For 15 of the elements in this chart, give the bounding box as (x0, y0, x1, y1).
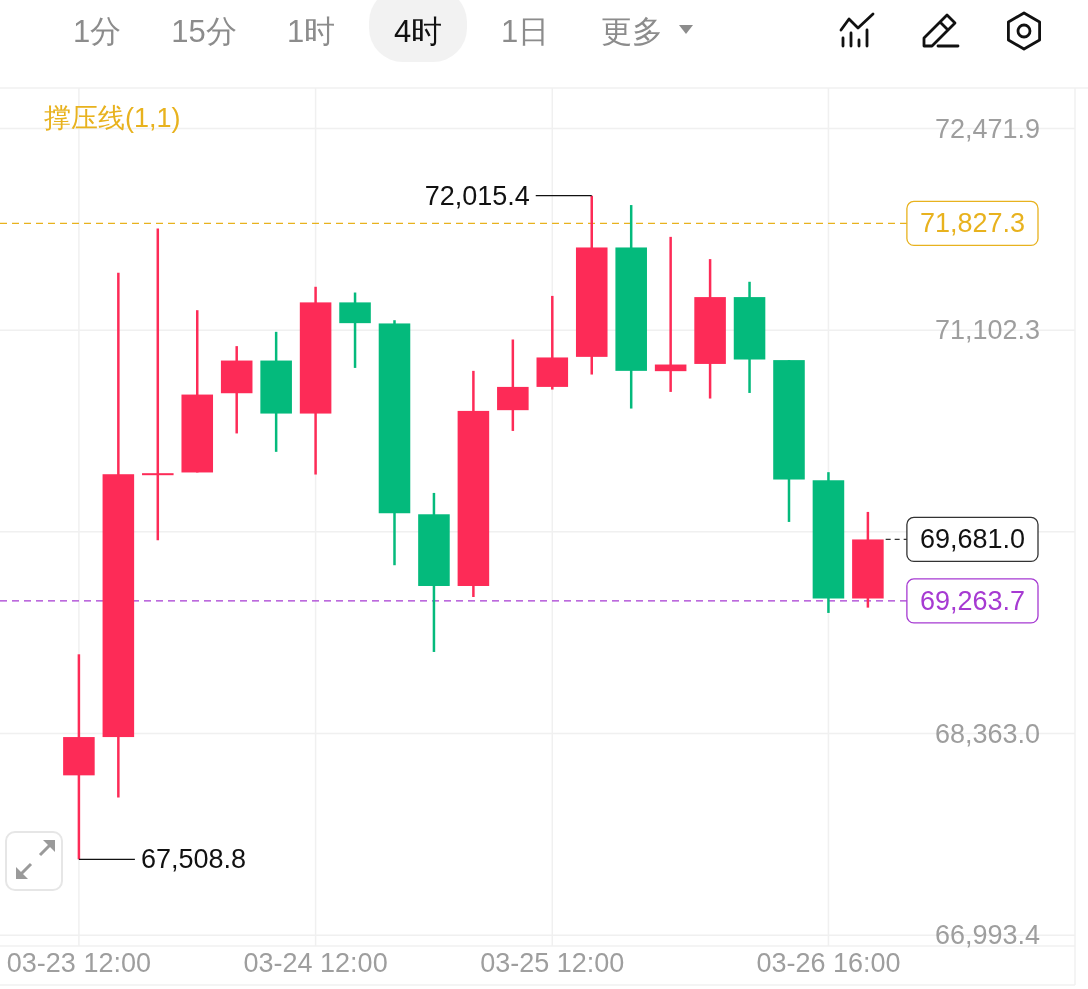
x-tick-label: 03-24 12:00 (243, 948, 388, 978)
y-tick-label: 72,471.9 (934, 113, 1040, 144)
annotation: 69,681.0 (919, 524, 1025, 555)
x-tick-label: 03-26 16:00 (756, 948, 901, 978)
y-tick-label: 71,102.3 (934, 315, 1040, 346)
ref-line-label: 71,827.3 (919, 208, 1025, 239)
annotation: 撑压线(1,1) (44, 103, 181, 133)
ref-line-label: 69,263.7 (919, 585, 1025, 616)
y-tick-label: 68,363.0 (934, 718, 1040, 749)
annotation: 72,015.4 (424, 180, 530, 211)
candlestick (142, 227, 174, 542)
annotation: 67,508.8 (140, 844, 247, 875)
x-tick-label: 03-25 12:00 (480, 948, 625, 978)
y-tick-label: 66,993.4 (934, 920, 1040, 951)
x-tick-label: 03-23 12:00 (6, 948, 151, 978)
